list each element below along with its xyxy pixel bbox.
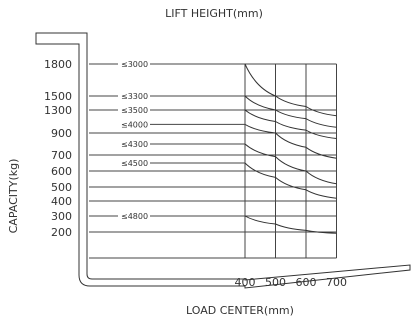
chart-title: LIFT HEIGHT(mm)	[165, 7, 263, 20]
y-tick-label: 300	[51, 210, 72, 223]
y-tick-label: 500	[51, 181, 72, 194]
capacity-curve	[244, 95, 337, 128]
y-tick-label: 600	[51, 165, 72, 178]
y-tick-label: 400	[51, 195, 72, 208]
y-tick-label: 1300	[44, 104, 72, 117]
truck-outline	[35, 32, 411, 289]
series-label: ≤3500	[121, 106, 148, 115]
series-label-bg	[118, 118, 150, 130]
series-label: ≤4300	[121, 140, 148, 149]
series-label-bg	[118, 157, 150, 168]
x-tick-label: 400	[235, 276, 256, 289]
series-label-bg	[118, 138, 150, 149]
y-tick-label: 900	[51, 127, 72, 140]
y-tick-label: 200	[51, 226, 72, 239]
series-label-bg	[118, 58, 150, 69]
series-label-bg	[118, 104, 150, 115]
capacity-curve	[244, 109, 337, 139]
series-label-bg	[118, 90, 150, 101]
capacity-curve	[244, 162, 337, 199]
series-label: ≤4000	[121, 120, 148, 129]
x-axis-label: LOAD CENTER(mm)	[186, 304, 294, 317]
x-tick-label: 500	[265, 276, 286, 289]
series-label-bg	[118, 210, 150, 221]
x-tick-label: 600	[296, 276, 317, 289]
capacity-curve	[244, 63, 337, 117]
capacity-curve	[244, 143, 337, 185]
capacity-curve	[244, 123, 337, 159]
capacity-curve	[244, 215, 337, 234]
y-tick-label: 700	[51, 149, 72, 162]
y-tick-label: 1500	[44, 90, 72, 103]
y-tick-label: 1800	[44, 58, 72, 71]
series-label: ≤4800	[121, 212, 148, 221]
series-label: ≤3000	[121, 60, 148, 69]
series-label: ≤3300	[121, 92, 148, 101]
series-label: ≤4500	[121, 159, 148, 168]
x-tick-label: 700	[326, 276, 347, 289]
y-axis-label: CAPACITY(kg)	[7, 159, 20, 234]
